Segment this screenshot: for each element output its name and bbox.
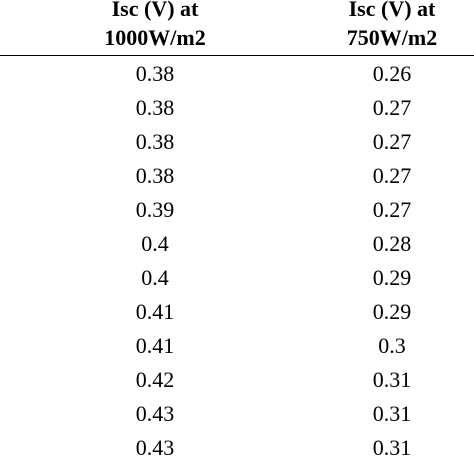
cell-isc-1000: 0.43 (135, 435, 175, 460)
cell-isc-1000: 0.38 (135, 163, 175, 188)
cell-isc-1000: 0.41 (135, 333, 175, 358)
cell-isc-750: 0.27 (372, 129, 412, 154)
cell-isc-750: 0.27 (372, 95, 412, 120)
cell-isc-1000: 0.39 (135, 197, 175, 222)
table-row: 0.38 0.27 (0, 125, 474, 159)
cell-isc-750: 0.31 (372, 435, 412, 460)
table-row: 0.4 0.29 (0, 261, 474, 295)
table-row: 0.43 0.31 (0, 431, 474, 465)
cell-isc-750: 0.28 (372, 231, 412, 256)
cell-isc-750: 0.27 (372, 163, 412, 188)
table-row: 0.41 0.3 (0, 329, 474, 363)
cell-isc-1000: 0.43 (135, 401, 175, 426)
column-header-line2: 750W/m2 (346, 25, 438, 50)
table-body: 0.38 0.26 0.38 0.27 0.38 0.27 0.38 0.27 … (0, 57, 474, 465)
column-header-750: Isc (V) at 750W/m2 (292, 0, 474, 52)
cell-isc-1000: 0.42 (135, 367, 175, 392)
table-row: 0.4 0.28 (0, 227, 474, 261)
cell-isc-1000: 0.4 (141, 265, 169, 290)
table-row: 0.38 0.27 (0, 159, 474, 193)
cell-isc-750: 0.29 (372, 299, 412, 324)
cell-isc-1000: 0.38 (135, 129, 175, 154)
table-row: 0.38 0.26 (0, 57, 474, 91)
cell-isc-750: 0.3 (378, 333, 406, 358)
column-header-line1: Isc (V) at (111, 0, 199, 21)
cell-isc-1000: 0.38 (135, 95, 175, 120)
table-row: 0.38 0.27 (0, 91, 474, 125)
table-row: 0.43 0.31 (0, 397, 474, 431)
column-header-line1: Isc (V) at (348, 0, 436, 21)
table-row: 0.42 0.31 (0, 363, 474, 397)
table-header: Isc (V) at 1000W/m2 Isc (V) at 750W/m2 (0, 0, 474, 56)
table-row: 0.41 0.29 (0, 295, 474, 329)
cell-isc-750: 0.27 (372, 197, 412, 222)
cell-isc-1000: 0.41 (135, 299, 175, 324)
column-header-line2: 1000W/m2 (104, 25, 206, 50)
cell-isc-1000: 0.4 (141, 231, 169, 256)
cell-isc-750: 0.29 (372, 265, 412, 290)
cell-isc-1000: 0.38 (135, 61, 175, 86)
cell-isc-750: 0.31 (372, 401, 412, 426)
column-header-1000: Isc (V) at 1000W/m2 (55, 0, 255, 52)
cell-isc-750: 0.26 (372, 61, 412, 86)
cell-isc-750: 0.31 (372, 367, 412, 392)
table-row: 0.39 0.27 (0, 193, 474, 227)
